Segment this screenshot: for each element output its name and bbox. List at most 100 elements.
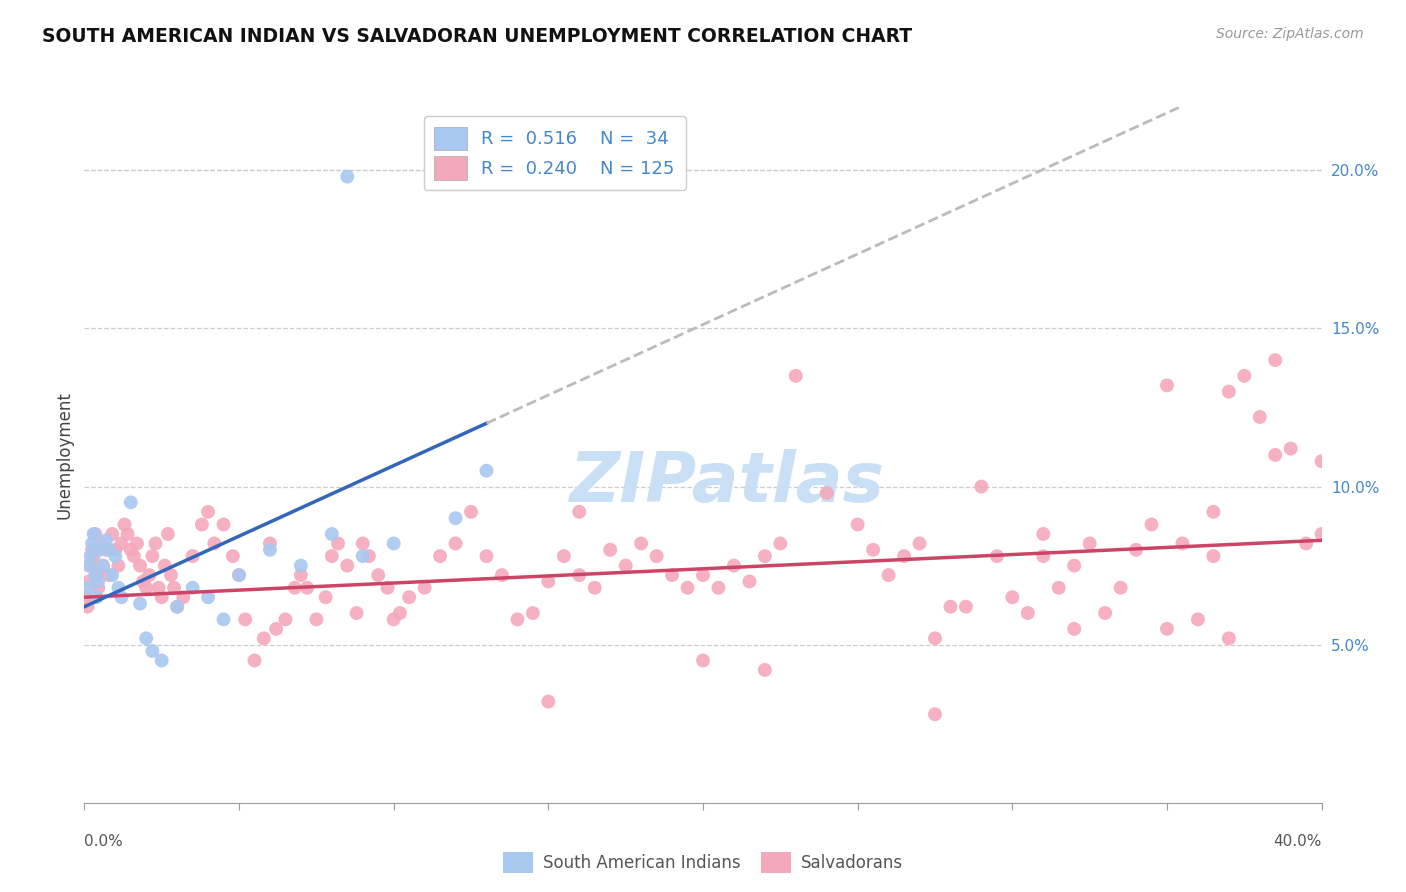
Point [583,581,606,595]
Point [104,542,127,557]
Point [75,591,97,605]
Point [82,542,104,557]
Point [122,549,145,563]
Point [129,597,152,611]
Point [692,568,714,582]
Point [259,536,281,550]
Point [79,558,101,573]
Y-axis label: Unemployment: Unemployment [55,391,73,519]
Point [738,574,761,589]
Point [117,527,139,541]
Point [893,549,915,563]
Point [138,568,160,582]
Point [104,549,127,563]
Point [148,581,170,595]
Point [1249,409,1271,424]
Point [222,549,245,563]
Point [191,517,214,532]
Point [82,536,104,550]
Point [1032,527,1054,541]
Point [83,549,105,563]
Point [120,495,142,509]
Point [135,632,157,646]
Point [166,599,188,614]
Point [84,527,107,541]
Point [676,581,699,595]
Point [1047,581,1070,595]
Point [1295,536,1317,550]
Point [661,568,683,582]
Point [413,581,436,595]
Point [1017,606,1039,620]
Point [352,549,374,563]
Point [197,591,219,605]
Point [846,517,869,532]
Point [79,549,101,563]
Point [1218,384,1240,399]
Point [181,581,204,595]
Point [91,558,114,573]
Point [91,558,114,573]
Point [166,599,188,614]
Point [357,549,380,563]
Point [769,536,792,550]
Point [87,574,110,589]
Point [908,536,931,550]
Point [290,568,312,582]
Point [110,591,132,605]
Point [87,581,110,595]
Point [150,653,173,667]
Point [1125,542,1147,557]
Point [522,606,544,620]
Point [692,653,714,667]
Point [537,574,560,589]
Point [315,591,337,605]
Point [1202,549,1225,563]
Point [76,581,98,595]
Point [986,549,1008,563]
Point [382,536,405,550]
Point [107,558,129,573]
Point [568,568,591,582]
Point [1094,606,1116,620]
Point [141,644,163,658]
Point [1140,517,1163,532]
Legend: R =  0.516    N =  34, R =  0.240    N = 125: R = 0.516 N = 34, R = 0.240 N = 125 [423,116,686,191]
Point [1187,612,1209,626]
Point [444,511,467,525]
Point [145,536,167,550]
Point [970,479,993,493]
Point [172,591,194,605]
Point [290,558,312,573]
Point [1310,454,1333,468]
Point [1063,622,1085,636]
Point [86,591,108,605]
Point [114,517,136,532]
Point [1156,378,1178,392]
Point [537,695,560,709]
Point [367,568,389,582]
Point [754,663,776,677]
Point [815,486,838,500]
Point [754,549,776,563]
Point [630,536,652,550]
Point [491,568,513,582]
Point [89,542,111,557]
Point [150,591,173,605]
Point [197,505,219,519]
Point [862,542,884,557]
Point [568,505,591,519]
Point [645,549,668,563]
Point [77,574,100,589]
Point [924,632,946,646]
Text: ZIPatlas: ZIPatlas [571,450,886,516]
Text: 40.0%: 40.0% [1274,834,1322,849]
Point [228,568,250,582]
Point [382,612,405,626]
Point [202,536,225,550]
Point [228,568,250,582]
Point [129,558,152,573]
Point [377,581,399,595]
Point [1001,591,1024,605]
Point [153,558,176,573]
